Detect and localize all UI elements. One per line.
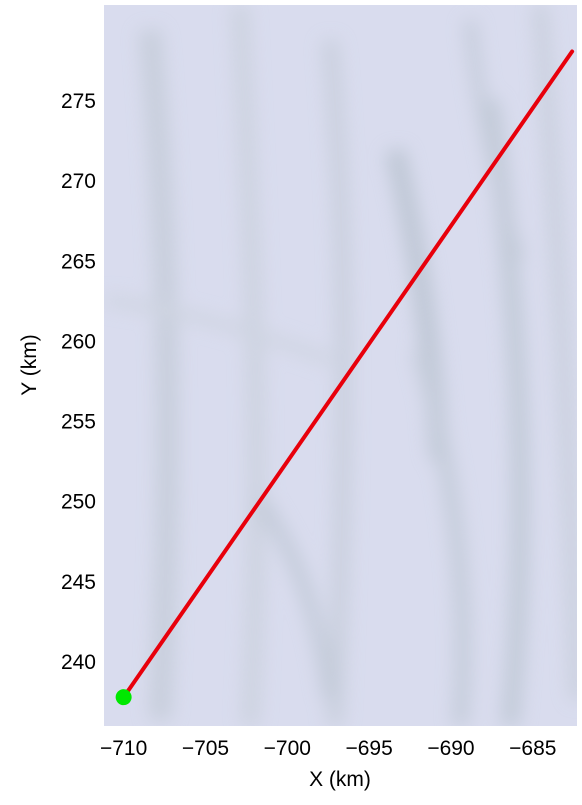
start-point-marker — [115, 689, 132, 706]
y-axis-label: Y (km) — [18, 334, 41, 395]
x-tick-label: −690 — [427, 737, 474, 760]
x-axis-label: X (km) — [309, 768, 371, 791]
x-tick-label: −705 — [182, 737, 229, 760]
y-tick-label: 270 — [61, 170, 96, 193]
y-tick-label: 255 — [61, 411, 96, 434]
x-tick-label: −695 — [345, 737, 392, 760]
axes: −710 −705 −700 −695 −690 −685 240 245 250 255 260 2… — [61, 90, 557, 760]
y-tick-label: 250 — [61, 491, 96, 514]
x-tick-label: −700 — [264, 737, 311, 760]
track-line — [121, 49, 575, 700]
y-tick-label: 275 — [61, 90, 96, 113]
satellite-imagery-background — [104, 5, 577, 726]
y-tick-label: 260 — [61, 330, 96, 353]
y-tick-label: 265 — [61, 250, 96, 273]
y-tick-label: 245 — [61, 571, 96, 594]
series-layer — [115, 49, 575, 706]
x-tick-label: −710 — [100, 737, 147, 760]
y-tick-label: 240 — [61, 651, 96, 674]
x-tick-label: −685 — [509, 737, 556, 760]
